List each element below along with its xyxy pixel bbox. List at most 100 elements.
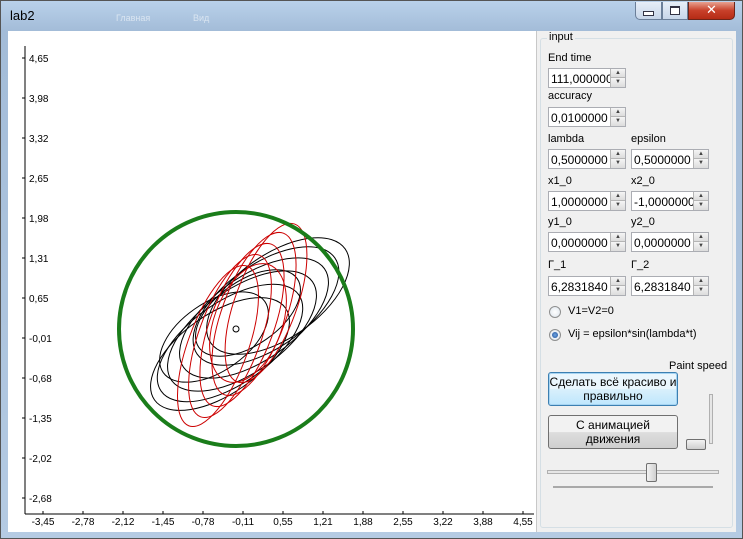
trajectory-plot: 4,65 3,98 3,32 2,65 1,98 1,31 0,65 -0,01 -0,68 -1…: [22, 46, 534, 528]
spin-up-icon[interactable]: ▲: [610, 108, 625, 117]
minimize-icon: [643, 11, 654, 16]
lambda-input[interactable]: 0,5000000 ▲ ▼: [548, 149, 626, 169]
gamma1-input[interactable]: 6,2831840 ▲ ▼: [548, 276, 626, 296]
spin-up-icon[interactable]: ▲: [610, 69, 625, 78]
y-tick-label: -2,68: [29, 494, 52, 505]
spin-up-icon[interactable]: ▲: [610, 192, 625, 201]
x-tick-label: 1,88: [353, 517, 373, 528]
gamma2-input[interactable]: 6,2831840 ▲ ▼: [631, 276, 709, 296]
paint-speed-label: Paint speed: [669, 360, 728, 372]
spin-down-icon[interactable]: ▼: [610, 78, 625, 87]
epsilon-input[interactable]: 0,5000000 ▲ ▼: [631, 149, 709, 169]
x-tick-label: 0,55: [273, 517, 293, 528]
y2-0-spinner[interactable]: ▲ ▼: [693, 233, 708, 251]
end-time-input[interactable]: 111,000000 ▲ ▼: [548, 68, 626, 88]
trajectory-2-loop: [188, 253, 272, 419]
spin-down-icon[interactable]: ▼: [693, 159, 708, 168]
window-title: lab2: [10, 8, 35, 23]
y-tick-label: 2,65: [29, 174, 49, 185]
maximize-button[interactable]: [662, 2, 688, 20]
radio-sin-velocity[interactable]: [549, 329, 561, 341]
boundary-circle: [117, 210, 355, 448]
gamma1-spinner[interactable]: ▲ ▼: [610, 277, 625, 295]
gamma2-label: Г_2: [631, 259, 650, 271]
y-tick-label: -0,68: [29, 374, 52, 385]
x1-0-value: 1,0000000: [551, 195, 608, 209]
y1-0-value: 0,0000000: [551, 236, 608, 250]
lambda-label: lambda: [548, 133, 585, 145]
spin-up-icon[interactable]: ▲: [693, 233, 708, 242]
y2-0-input[interactable]: 0,0000000 ▲ ▼: [631, 232, 709, 252]
minimize-button[interactable]: [635, 2, 662, 20]
x-tick-label: -1,45: [152, 517, 175, 528]
paint-speed-slider-thumb[interactable]: [686, 439, 706, 450]
trajectory-1-loop: [159, 291, 269, 383]
ghost-tab-1: Главная: [116, 13, 151, 23]
maximize-icon: [670, 6, 680, 15]
spin-down-icon[interactable]: ▼: [610, 117, 625, 126]
x-tick-label: -2,12: [112, 517, 135, 528]
radio-zero-velocity-label[interactable]: V1=V2=0: [568, 305, 614, 317]
trajectory-2-loop: [209, 263, 287, 383]
spin-up-icon[interactable]: ▲: [693, 192, 708, 201]
gamma1-value: 6,2831840: [551, 280, 608, 294]
gamma2-spinner[interactable]: ▲ ▼: [693, 277, 708, 295]
animate-button[interactable]: С анимацией движения: [548, 415, 678, 449]
y2-0-value: 0,0000000: [634, 236, 691, 250]
x-tick-label: 3,88: [473, 517, 493, 528]
y-tick-label: 4,65: [29, 54, 49, 65]
spin-up-icon[interactable]: ▲: [693, 150, 708, 159]
radio-zero-velocity[interactable]: [549, 306, 561, 318]
x1-0-label: x1_0: [548, 175, 572, 187]
x1-0-input[interactable]: 1,0000000 ▲ ▼: [548, 191, 626, 211]
trajectory-1-loop: [150, 297, 290, 411]
spin-down-icon[interactable]: ▼: [693, 242, 708, 251]
x1-0-spinner[interactable]: ▲ ▼: [610, 192, 625, 210]
spin-down-icon[interactable]: ▼: [693, 286, 708, 295]
spin-down-icon[interactable]: ▼: [610, 201, 625, 210]
input-group: input End time 111,000000 ▲ ▼ accuracy 0,…: [540, 31, 733, 528]
x-tick-label: 3,22: [433, 517, 453, 528]
time-slider-thumb[interactable]: [646, 463, 657, 482]
accuracy-label: accuracy: [548, 90, 593, 102]
settings-panel: input End time 111,000000 ▲ ▼ accuracy 0,…: [536, 31, 736, 532]
x-tick-label: -2,78: [72, 517, 95, 528]
x-tick-label: -0,11: [232, 517, 254, 528]
spin-up-icon[interactable]: ▲: [610, 233, 625, 242]
lambda-spinner[interactable]: ▲ ▼: [610, 150, 625, 168]
x-tick-label: 1,21: [313, 517, 333, 528]
y1-0-spinner[interactable]: ▲ ▼: [610, 233, 625, 251]
x2-0-label: x2_0: [631, 175, 655, 187]
trajectory-2-loop: [199, 242, 285, 408]
accuracy-spinner[interactable]: ▲ ▼: [610, 108, 625, 126]
radio-sin-velocity-label[interactable]: Vij = epsilon*sin(lambda*t): [568, 328, 697, 340]
x2-0-spinner[interactable]: ▲ ▼: [693, 192, 708, 210]
time-slider-track[interactable]: [547, 470, 719, 474]
end-time-value: 111,000000: [551, 72, 613, 86]
spin-down-icon[interactable]: ▼: [693, 201, 708, 210]
center-point: [232, 325, 240, 333]
y-tick-label: -1,35: [29, 414, 52, 425]
gamma2-value: 6,2831840: [634, 280, 691, 294]
y1-0-input[interactable]: 0,0000000 ▲ ▼: [548, 232, 626, 252]
spin-down-icon[interactable]: ▼: [610, 242, 625, 251]
draw-button[interactable]: Сделать всё красиво и правильно: [548, 372, 678, 406]
spin-down-icon[interactable]: ▼: [610, 286, 625, 295]
close-button[interactable]: ✕: [688, 2, 735, 20]
x-tick-label: -3,45: [32, 517, 55, 528]
x2-0-value: -1,0000000: [634, 195, 695, 209]
client-area: 4,65 3,98 3,32 2,65 1,98 1,31 0,65 -0,01 -0,68 -1…: [8, 31, 736, 532]
plot-area: 4,65 3,98 3,32 2,65 1,98 1,31 0,65 -0,01 -0,68 -1…: [8, 31, 536, 532]
paint-speed-track[interactable]: [709, 394, 713, 444]
y-tick-label: -0,01: [29, 334, 52, 345]
spin-up-icon[interactable]: ▲: [610, 277, 625, 286]
epsilon-spinner[interactable]: ▲ ▼: [693, 150, 708, 168]
spin-up-icon[interactable]: ▲: [610, 150, 625, 159]
spin-up-icon[interactable]: ▲: [693, 277, 708, 286]
accuracy-input[interactable]: 0,0100000 ▲ ▼: [548, 107, 626, 127]
y-tick-label: 1,31: [29, 254, 49, 265]
spin-down-icon[interactable]: ▼: [610, 159, 625, 168]
x2-0-input[interactable]: -1,0000000 ▲ ▼: [631, 191, 709, 211]
end-time-spinner[interactable]: ▲ ▼: [610, 69, 625, 87]
